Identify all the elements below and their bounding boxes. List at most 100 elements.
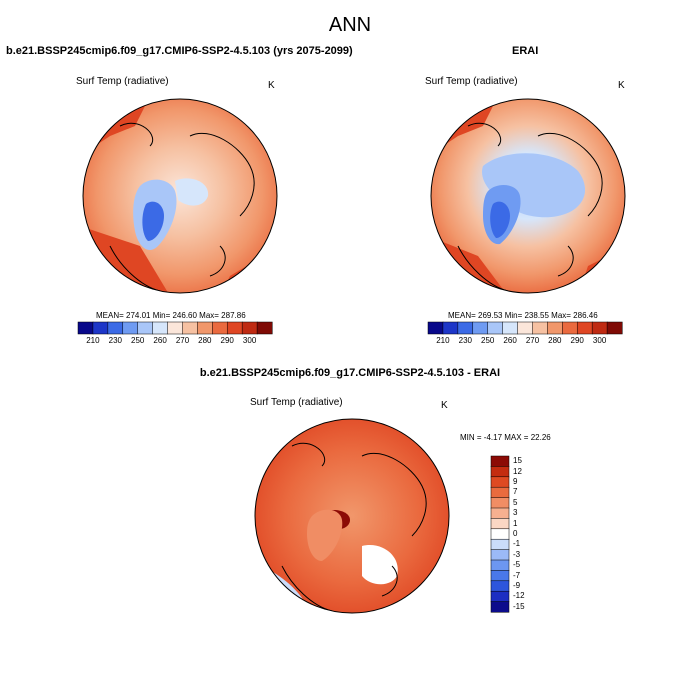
left-stats-text: MEAN= 274.01 Min= 246.60 Max= 287.86: [96, 311, 246, 320]
bottom-colorbar-tick-label: -12: [513, 591, 525, 601]
right-colorbar-swatch: [472, 321, 489, 335]
left-colorbar-tick-label: 250: [131, 336, 145, 345]
bottom-field-background: [255, 419, 449, 613]
figure-title: ANN: [328, 14, 372, 36]
left-colorbar-swatch: [197, 321, 213, 335]
left-colorbar-swatch: [92, 321, 109, 335]
bottom-colorbar-swatch: [490, 559, 510, 571]
left-map-border: [82, 98, 278, 294]
bottom-colorbar-tick-label: -9: [513, 581, 521, 590]
bottom-colorbar-tick-label: 9: [513, 477, 518, 486]
bottom-colorbar: [490, 455, 510, 613]
left-colorbar-tick-label: 230: [108, 336, 122, 345]
left-colorbar-tick-label: 280: [198, 336, 212, 345]
left-coastlines: [109, 122, 255, 292]
left-colorbar-tick-label: 260: [153, 336, 167, 345]
bottom-colorbar-tick-label: 15: [513, 456, 522, 466]
bottom-colorbar-tick-label: 1: [513, 518, 518, 528]
right-colorbar-swatch: [502, 321, 519, 335]
bottom-colorbar-swatch: [490, 476, 510, 488]
left-colorbar-swatch: [122, 321, 139, 335]
bottom-coastlines: [281, 442, 427, 612]
bottom-colorbar-tick-label: -3: [513, 549, 521, 559]
left-colorbar-labels: 210 230 250 260 270 280 290 300: [78, 336, 272, 348]
left-colorbar-swatch: [167, 321, 184, 335]
left-panel-title: b.e21.BSSP245cmip6.f09_g17.CMIP6-SSP2-4.…: [6, 45, 353, 57]
bottom-colorbar-swatch: [490, 486, 510, 499]
right-colorbar-swatch: [606, 321, 623, 335]
bottom-colorbar-swatch: [490, 497, 510, 509]
right-colorbar-swatch: [547, 321, 563, 335]
right-colorbar-tick-label: 250: [481, 336, 495, 345]
bottom-colorbar-labels: 15 12 9 7 5 3 1 0 -1 -3 -5 -7 -9 -12 -15: [513, 456, 543, 612]
bottom-colorbar-tick-label: -7: [513, 570, 521, 580]
bottom-colorbar-tick-label: 12: [513, 466, 522, 476]
right-colorbar-swatch: [591, 321, 608, 335]
left-colorbar-swatch: [256, 321, 273, 335]
right-colorbar-tick-label: 290: [570, 336, 584, 345]
right-colorbar-tick-label: 280: [548, 336, 562, 345]
bottom-colorbar-swatch: [490, 518, 510, 530]
left-variable-label: Surf Temp (radiative): [76, 76, 169, 87]
bottom-colorbar-tick-label: -15: [513, 601, 525, 611]
right-colorbar-labels: 210 230 250 260 270 280 290 300: [428, 336, 622, 348]
left-polar-map: [82, 98, 278, 294]
bottom-neutral-region: [362, 545, 398, 585]
right-colorbar-swatch: [517, 321, 534, 335]
bottom-colorbar-tick-label: 5: [513, 497, 518, 507]
right-coastlines: [457, 122, 603, 292]
right-map-border: [430, 98, 626, 294]
left-colorbar-swatch: [77, 321, 94, 335]
bottom-variable-label: Surf Temp (radiative): [250, 397, 343, 408]
left-colorbar-swatch: [137, 321, 154, 335]
left-greenland-coldest-region: [142, 201, 164, 241]
left-colorbar-tick-label: 290: [220, 336, 234, 345]
left-colorbar-swatch: [241, 321, 258, 335]
bottom-colorbar-swatch: [490, 455, 510, 467]
right-greenland-coldest-region: [490, 201, 510, 238]
bottom-colorbar-swatch: [490, 590, 510, 603]
bottom-colorbar-tick-label: 3: [513, 508, 518, 518]
bottom-colorbar-swatch: [490, 549, 510, 561]
bottom-colorbar-swatch: [490, 528, 510, 540]
bottom-map-border: [254, 418, 450, 614]
left-colorbar-swatch: [182, 321, 198, 335]
right-colorbar-swatch: [576, 321, 593, 335]
right-colorbar-tick-label: 300: [592, 336, 607, 345]
right-colorbar-tick-label: 230: [458, 336, 472, 345]
left-colorbar-tick-label: 300: [242, 336, 257, 345]
left-units-label: K: [268, 80, 275, 91]
right-variable-label: Surf Temp (radiative): [425, 76, 518, 87]
right-units-label: K: [618, 80, 625, 91]
left-colorbar-swatch: [107, 321, 124, 335]
bottom-colorbar-tick-label: -5: [513, 560, 521, 570]
right-colorbar-tick-label: 210: [436, 336, 450, 345]
right-colorbar-swatch: [427, 321, 444, 335]
bottom-greenland-region: [307, 509, 343, 561]
bottom-colorbar-swatch: [490, 570, 510, 582]
left-colorbar-swatch: [212, 321, 228, 335]
left-colorbar-swatch: [226, 321, 243, 335]
bottom-colorbar-swatch: [490, 580, 510, 592]
bottom-units-label: K: [441, 400, 448, 411]
right-colorbar-swatch: [457, 321, 474, 335]
right-panel-title: ERAI: [512, 45, 539, 57]
bottom-panel-title: b.e21.BSSP245cmip6.f09_g17.CMIP6-SSP2-4.…: [199, 367, 501, 379]
bottom-colorbar-swatch: [490, 601, 510, 613]
left-colorbar-swatch: [152, 321, 169, 335]
bottom-polar-map: [254, 418, 450, 614]
right-colorbar-swatch: [532, 321, 548, 335]
bottom-colorbar-tick-label: 7: [513, 487, 518, 497]
right-colorbar-swatch: [442, 321, 459, 335]
right-colorbar-tick-label: 270: [525, 336, 540, 345]
left-colorbar-tick-label: 210: [86, 336, 100, 345]
left-colorbar: [77, 321, 273, 335]
left-arctic-ocean-region: [175, 178, 209, 206]
bottom-colorbar-tick-label: 0: [513, 529, 518, 538]
bottom-colorbar-tick-label: -1: [513, 539, 521, 549]
bottom-colorbar-swatch: [490, 507, 510, 519]
bottom-colorbar-swatch: [490, 466, 510, 478]
right-colorbar: [427, 321, 623, 335]
right-stats-text: MEAN= 269.53 Min= 238.55 Max= 286.46: [448, 311, 598, 320]
right-colorbar-tick-label: 260: [503, 336, 517, 345]
